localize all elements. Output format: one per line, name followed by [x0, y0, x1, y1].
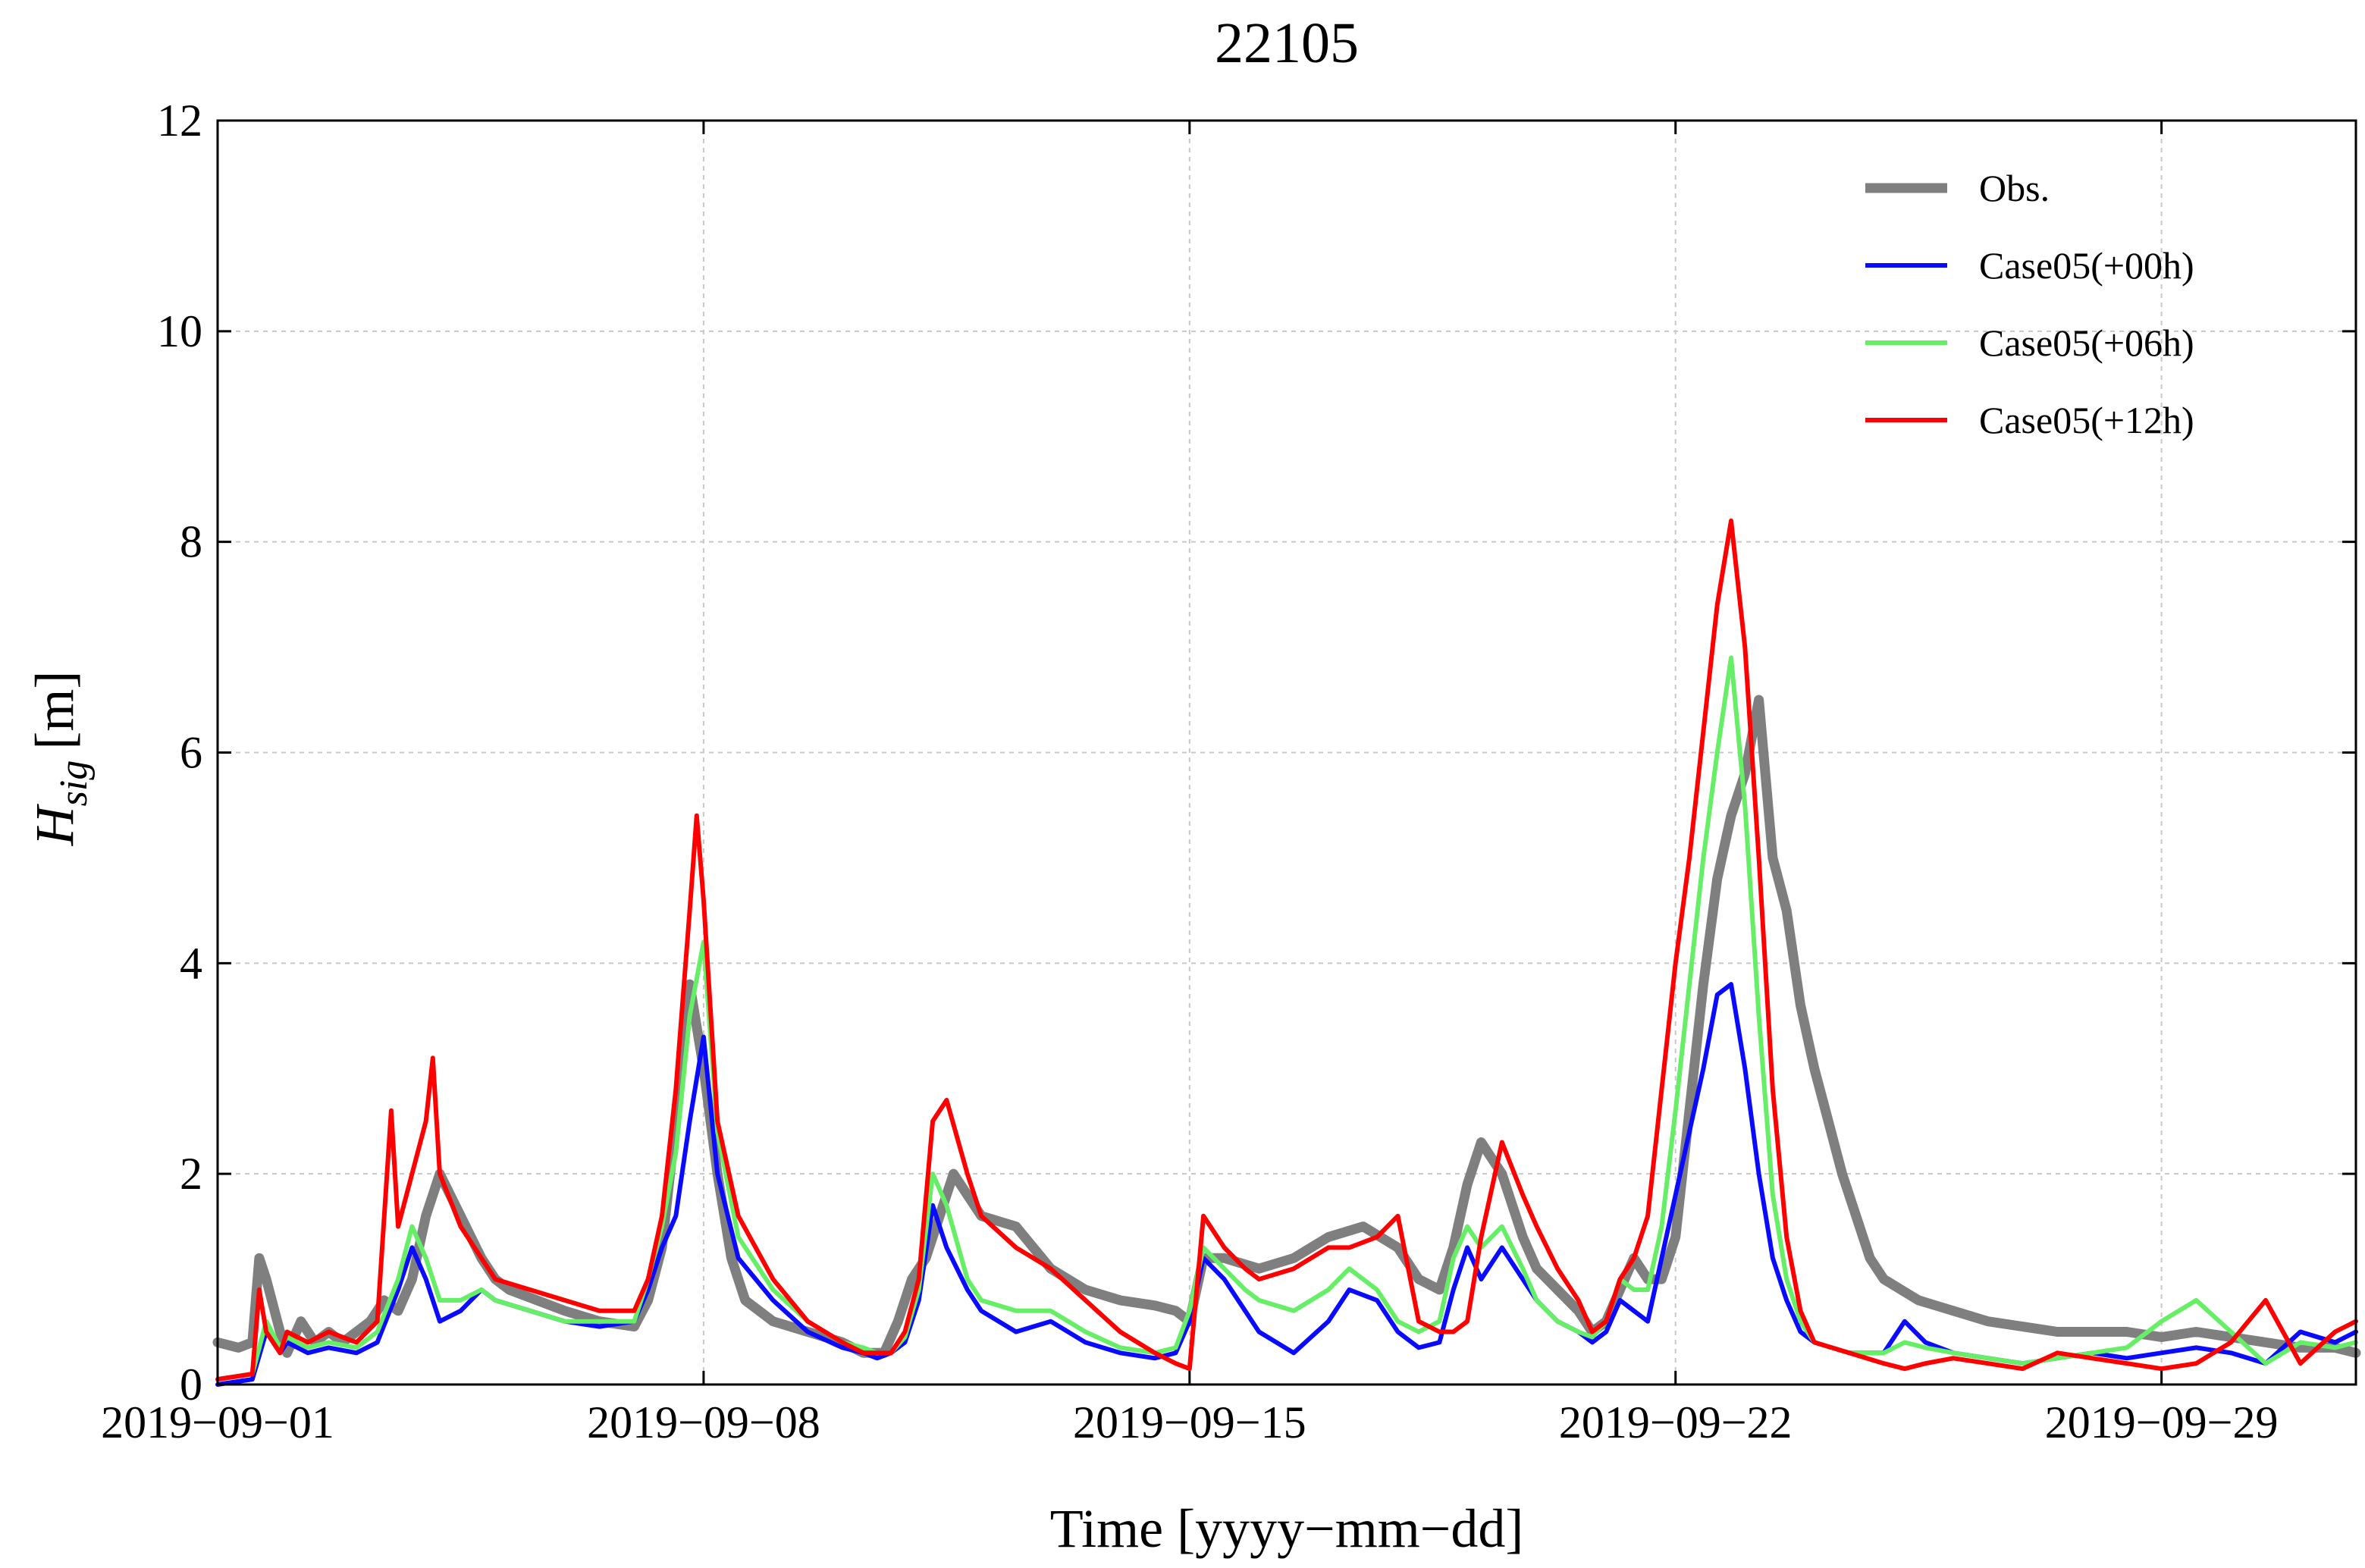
y-tick-label-4: 4 [180, 938, 202, 988]
x-tick-label-3: 2019−09−22 [1559, 1397, 1793, 1447]
legend-label-case05-06h: Case05(+06h) [1979, 321, 2194, 364]
y-axis-label-subscript: sig [52, 760, 96, 807]
x-tick-label-2: 2019−09−15 [1073, 1397, 1306, 1447]
legend-label-case05-12h: Case05(+12h) [1979, 399, 2194, 441]
y-tick-label-10: 10 [157, 306, 202, 356]
legend-label-obs: Obs. [1979, 167, 2050, 209]
x-tick-label-4: 2019−09−29 [2045, 1397, 2279, 1447]
y-tick-label-6: 6 [180, 728, 202, 778]
legend-label-case05-00h: Case05(+00h) [1979, 244, 2194, 287]
legend: Obs. Case05(+00h) Case05(+06h) Case05(+12h) [1865, 167, 2194, 441]
y-tick-label-12: 12 [157, 96, 202, 146]
chart-title: 22105 [1215, 11, 1359, 75]
series-lines [212, 518, 2361, 1387]
y-axis-label-unit: [m] [24, 671, 85, 750]
y-tick-label-0: 0 [180, 1359, 202, 1410]
y-axis-label: Hsig [m] [24, 671, 96, 847]
y-axis-label-symbol: H [24, 803, 85, 846]
axis-ticks: 0 2 4 6 8 10 12 2019−09−01 2019−09−08 2019−09−15 2… [101, 96, 2356, 1447]
y-tick-label-2: 2 [180, 1149, 202, 1199]
grid-lines [218, 121, 2356, 1385]
x-tick-label-1: 2019−09−08 [587, 1397, 820, 1447]
x-axis-label: Time [yyyy−mm−dd] [1050, 1498, 1524, 1559]
series-line-case05-12h [215, 518, 2358, 1382]
y-tick-label-8: 8 [180, 517, 202, 567]
x-tick-label-0: 2019−09−01 [101, 1397, 334, 1447]
